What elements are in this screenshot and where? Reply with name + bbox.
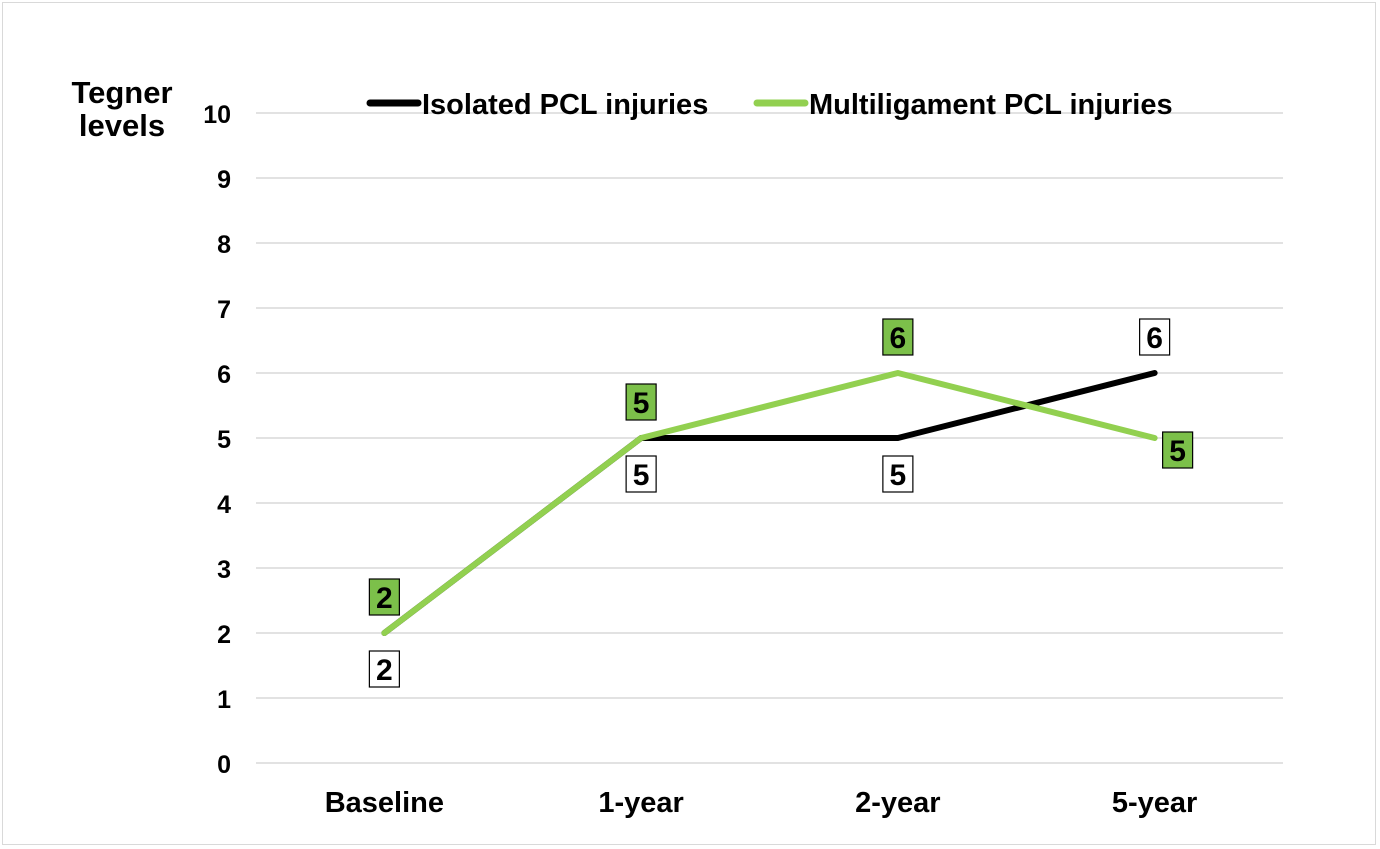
y-tick-label: 1 (217, 686, 231, 714)
x-tick-label: Baseline (325, 787, 444, 819)
y-tick-label: 4 (217, 491, 231, 519)
data-label-s1-p4: 6 (1139, 318, 1171, 356)
y-tick-label: 3 (217, 556, 231, 584)
series-lines (381, 370, 1158, 636)
data-label-value: 2 (376, 582, 393, 615)
y-axis-label: Tegner levels (52, 76, 192, 142)
data-label-s2-p3: 6 (882, 318, 914, 356)
data-label-box (882, 455, 914, 493)
x-tick-label: 1-year (598, 787, 683, 819)
y-axis-ticks: 0 1 2 3 4 5 6 7 8 9 10 (203, 101, 231, 779)
y-tick-label: 8 (217, 231, 231, 259)
y-tick-label: 10 (203, 101, 231, 129)
data-label-box (368, 650, 400, 688)
y-tick-label: 6 (217, 361, 231, 389)
data-labels: 2 5 5 6 2 5 6 5 (368, 318, 1194, 688)
data-label-value: 2 (376, 654, 393, 687)
gridlines (256, 112, 1283, 764)
y-tick-label: 7 (217, 296, 231, 324)
y-tick-label: 2 (217, 621, 231, 649)
x-axis-ticks: Baseline 1-year 2-year 5-year (325, 787, 1198, 819)
legend-label: Multiligament PCL injuries (809, 89, 1173, 121)
data-label-s1-p1: 2 (368, 650, 400, 688)
data-label-s1-p3: 5 (882, 455, 914, 493)
data-label-box (625, 455, 657, 493)
x-tick-label: 2-year (855, 787, 940, 819)
data-label-box (368, 578, 400, 616)
y-tick-label: 9 (217, 166, 231, 194)
y-tick-label: 5 (217, 426, 231, 454)
data-label-box (1139, 318, 1171, 356)
legend: Isolated PCL injuries Multiligament PCL i… (366, 89, 1173, 121)
x-tick-label: 5-year (1112, 787, 1197, 819)
data-label-box (625, 383, 657, 421)
data-label-value: 5 (633, 387, 650, 420)
data-label-s1-p2: 5 (625, 455, 657, 493)
data-label-value: 5 (633, 459, 650, 492)
data-label-box (882, 318, 914, 356)
legend-item-1: Isolated PCL injuries (366, 89, 708, 121)
data-label-box (1162, 431, 1194, 469)
data-label-value: 5 (890, 459, 907, 492)
series-line-2 (381, 370, 1158, 636)
data-label-s2-p2: 5 (625, 383, 657, 421)
y-tick-label: 0 (217, 751, 231, 779)
legend-label: Isolated PCL injuries (422, 89, 708, 121)
data-label-s2-p4: 5 (1162, 431, 1194, 469)
y-axis-label-line-1: Tegner (71, 75, 173, 110)
data-label-value: 5 (1169, 435, 1186, 468)
data-label-value: 6 (1146, 322, 1163, 355)
y-axis-label-line-2: levels (78, 108, 166, 143)
data-label-s2-p1: 2 (368, 578, 400, 616)
data-label-value: 6 (890, 322, 907, 355)
legend-item-2: Multiligament PCL injuries (753, 89, 1173, 121)
